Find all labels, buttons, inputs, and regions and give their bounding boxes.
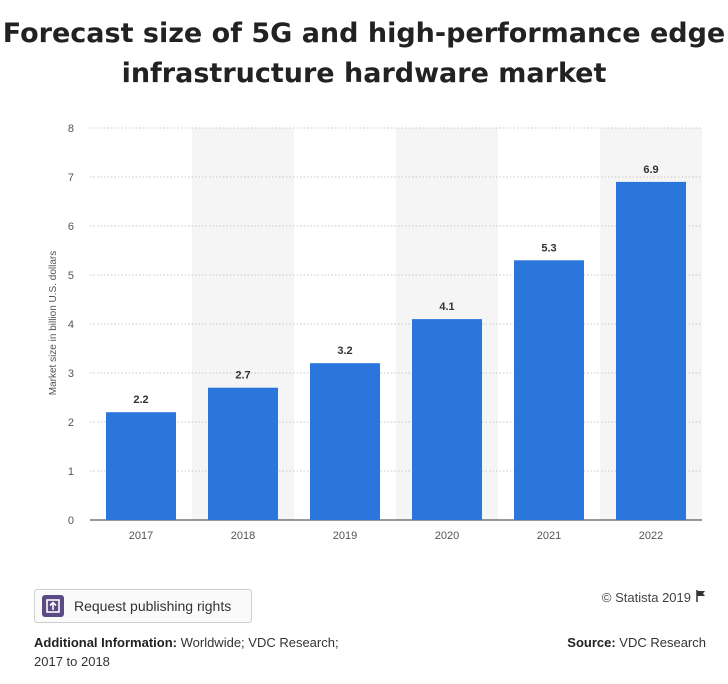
y-tick-label: 4 [68, 319, 74, 331]
y-tick-label: 7 [68, 172, 74, 184]
copyright-notice: © Statista 2019 [602, 590, 706, 605]
source-info: Source: VDC Research [567, 633, 706, 652]
additional-info-text: Worldwide; VDC Research; 2017 to 2018 [34, 635, 339, 669]
y-tick-label: 5 [68, 270, 74, 282]
y-axis-label: Market size in billion U.S. dollars [48, 251, 59, 396]
source-label: Source: [567, 635, 616, 650]
bar-2017[interactable] [106, 412, 176, 520]
y-tick-label: 1 [68, 466, 74, 478]
source-text: VDC Research [615, 635, 706, 650]
y-tick-label: 3 [68, 368, 74, 380]
data-label: 4.1 [439, 301, 454, 313]
x-tick-label: 2019 [333, 530, 357, 542]
copyright-text: © Statista 2019 [601, 590, 691, 605]
x-tick-label: 2018 [231, 530, 255, 542]
flag-icon[interactable] [696, 590, 706, 605]
publish-icon [42, 595, 64, 617]
y-tick-label: 0 [68, 515, 74, 527]
bar-chart: 0 1 2 3 4 5 6 7 8 2.2 2017 2.7 2018 3.2 2019 4.1 2020 5.3… [48, 123, 702, 542]
request-publishing-rights-button[interactable]: Request publishing rights [34, 589, 252, 623]
bar-2018[interactable] [208, 387, 278, 520]
y-tick-label: 8 [68, 123, 74, 135]
x-tick-label: 2021 [537, 530, 561, 542]
data-label: 2.7 [235, 370, 250, 382]
publish-button-label: Request publishing rights [74, 598, 232, 614]
bar-2022[interactable] [616, 181, 686, 520]
data-label: 5.3 [541, 242, 556, 254]
x-tick-label: 2017 [129, 530, 153, 542]
bar-2019[interactable] [310, 363, 380, 520]
data-label: 3.2 [337, 345, 352, 357]
data-label: 6.9 [643, 164, 658, 176]
additional-info-label: Additional Information: [34, 635, 177, 650]
chart-title: Forecast size of 5G and high-performance… [2, 18, 726, 89]
x-tick-label: 2022 [639, 530, 663, 542]
bar-2020[interactable] [412, 319, 482, 520]
y-tick-label: 2 [68, 417, 74, 429]
y-tick-label: 6 [68, 221, 74, 233]
data-label: 2.2 [133, 394, 148, 406]
bar-2021[interactable] [514, 260, 584, 520]
additional-information: Additional Information: Worldwide; VDC R… [34, 633, 364, 671]
x-tick-label: 2020 [435, 530, 459, 542]
